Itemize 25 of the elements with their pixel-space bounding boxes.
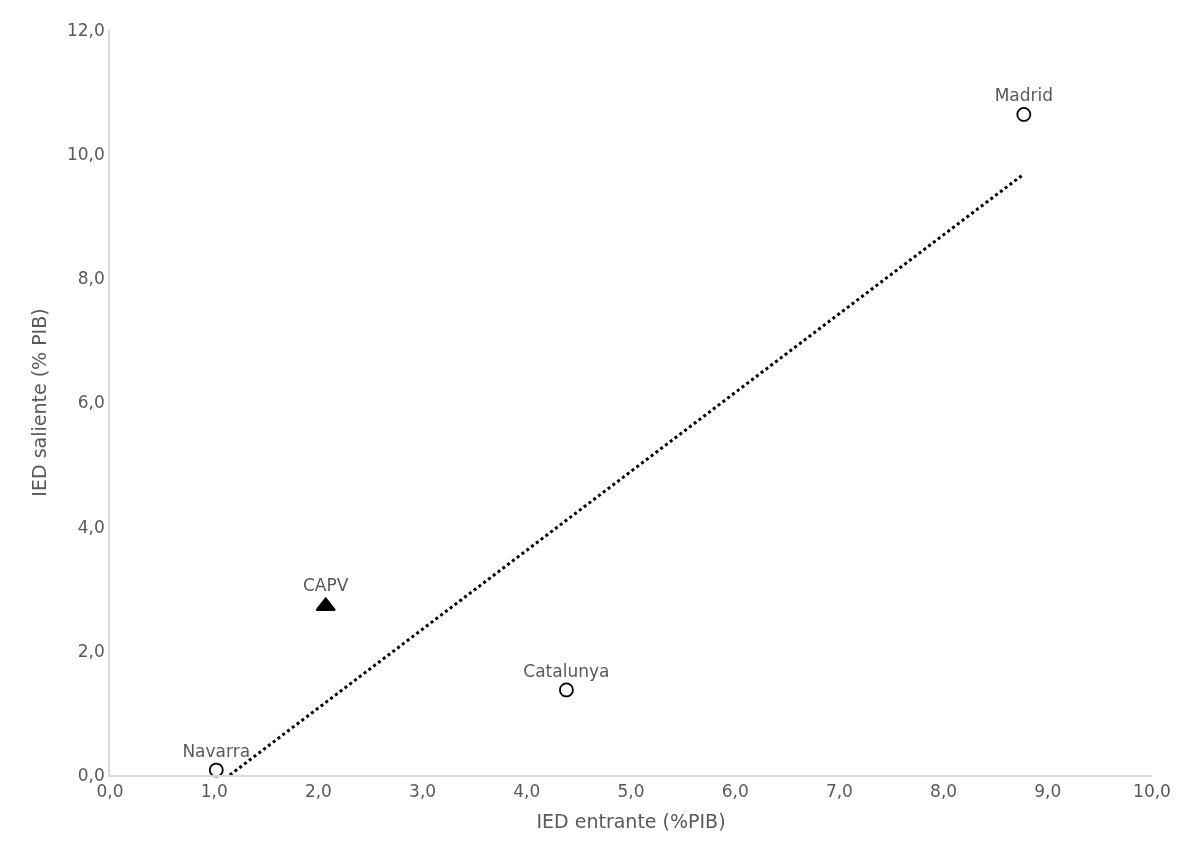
y-axis-title: IED saliente (% PIB): [28, 308, 51, 497]
x-tick-label: 8,0: [930, 781, 958, 802]
x-tick-label: 7,0: [825, 781, 853, 802]
y-tick-label: 4,0: [77, 516, 105, 537]
point: [315, 597, 336, 612]
x-tick-label: 2,0: [304, 781, 332, 802]
series-label: Madrid: [994, 85, 1054, 106]
series-label: Catalunya: [523, 660, 610, 681]
y-tick-label: 2,0: [77, 640, 105, 661]
y-tick-label: 8,0: [77, 268, 105, 289]
y-tick-label: 12,0: [66, 19, 105, 40]
point: [1016, 107, 1032, 122]
x-tick-label: 3,0: [409, 781, 437, 802]
x-tick-label: 4,0: [513, 781, 541, 802]
x-tick-label: 1,0: [200, 781, 228, 802]
x-tick-label: 9,0: [1034, 781, 1062, 802]
y-tick-label: 6,0: [77, 392, 105, 413]
x-tick-label: 5,0: [617, 781, 645, 802]
x-axis-title: IED entrante (%PIB): [536, 810, 726, 833]
series-label: CAPV: [302, 574, 349, 595]
x-tick-label: 10,0: [1133, 781, 1171, 802]
x-tick-label: 6,0: [721, 781, 749, 802]
series-label: Navarra: [182, 740, 251, 761]
y-tick-label: 10,0: [66, 144, 105, 165]
point: [559, 682, 574, 698]
